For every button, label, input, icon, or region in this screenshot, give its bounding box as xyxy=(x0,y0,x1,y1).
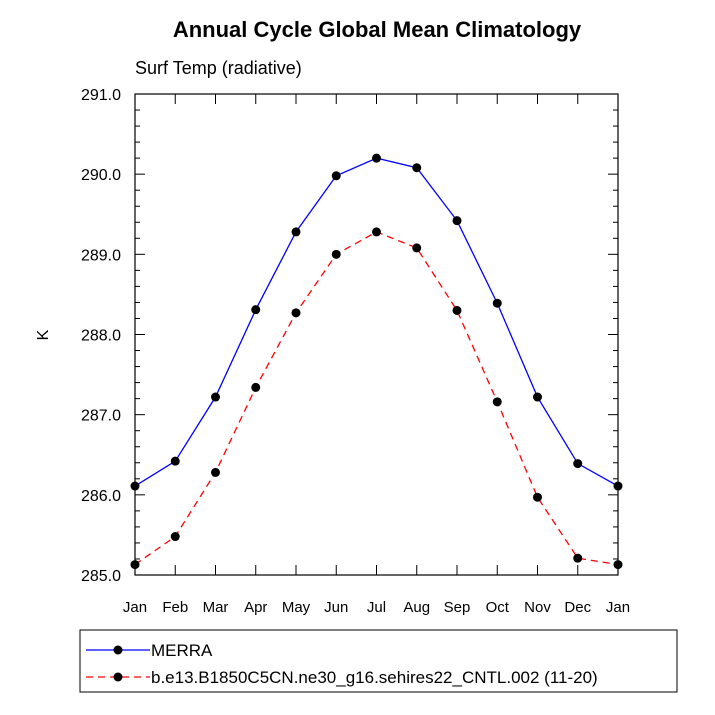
y-tick-label: 285.0 xyxy=(81,568,121,585)
data-point xyxy=(452,216,462,226)
x-tick-label: Apr xyxy=(244,599,267,616)
x-tick-label: Jan xyxy=(123,599,147,616)
data-point xyxy=(211,392,220,402)
data-point xyxy=(452,305,462,315)
x-tick-label: Jan xyxy=(606,599,630,616)
data-point xyxy=(251,382,261,392)
data-point xyxy=(573,459,583,469)
x-tick-label: Nov xyxy=(524,599,551,616)
data-point xyxy=(170,532,180,542)
y-tick-label: 288.0 xyxy=(81,328,121,345)
chart-subtitle: Surf Temp (radiative) xyxy=(135,58,302,78)
legend-label: MERRA xyxy=(151,641,213,660)
x-tick-label: Oct xyxy=(486,599,510,616)
y-tick-label: 287.0 xyxy=(81,408,121,425)
x-tick-label: Jun xyxy=(324,599,348,616)
series-line xyxy=(134,231,619,566)
data-point xyxy=(291,227,301,237)
data-point xyxy=(613,481,623,491)
series-1 xyxy=(130,153,623,491)
legend: MERRA b.e13.B1850C5CN.ne30_g16.sehires22_… xyxy=(79,629,678,693)
legend-label: b.e13.B1850C5CN.ne30_g16.sehires22_CNTL.… xyxy=(151,668,598,687)
data-point xyxy=(412,243,422,253)
data-point xyxy=(492,298,502,308)
x-tick-label: Mar xyxy=(203,599,229,616)
data-point xyxy=(331,171,341,181)
legend-box xyxy=(79,629,678,693)
data-point xyxy=(372,153,381,163)
data-point xyxy=(492,397,502,407)
axes: 285.0 286.0 287.0 288.0 289.0 290.0 291.0 Jan Fe… xyxy=(81,87,630,616)
data-point xyxy=(331,249,341,259)
y-tick-label: 290.0 xyxy=(81,167,121,184)
y-tick-label: 291.0 xyxy=(81,87,121,104)
data-point xyxy=(573,553,583,563)
data-point xyxy=(533,492,542,502)
legend-marker xyxy=(113,645,123,655)
x-tick-label: Aug xyxy=(403,599,430,616)
x-tick-label: May xyxy=(282,599,311,616)
x-tick-label: Jul xyxy=(367,599,386,616)
series-layer xyxy=(130,153,623,570)
series-line xyxy=(134,157,619,487)
y-axis-label: K xyxy=(35,329,52,340)
y-tick-label: 286.0 xyxy=(81,488,121,505)
data-point xyxy=(211,467,220,477)
x-tick-label: Dec xyxy=(564,599,591,616)
data-point xyxy=(130,481,140,491)
data-point xyxy=(613,560,623,570)
data-point xyxy=(170,456,180,466)
data-point xyxy=(412,163,422,173)
y-tick-label: 289.0 xyxy=(81,247,121,264)
data-point xyxy=(372,227,381,237)
plot-frame xyxy=(134,93,619,576)
chart-title: Annual Cycle Global Mean Climatology xyxy=(173,17,582,42)
legend-marker xyxy=(113,672,123,682)
data-point xyxy=(533,392,542,402)
x-tick-label: Sep xyxy=(444,599,471,616)
data-point xyxy=(130,560,140,570)
x-tick-label: Feb xyxy=(162,599,188,616)
data-point xyxy=(251,305,261,315)
data-point xyxy=(291,308,301,318)
series-2 xyxy=(130,227,623,570)
